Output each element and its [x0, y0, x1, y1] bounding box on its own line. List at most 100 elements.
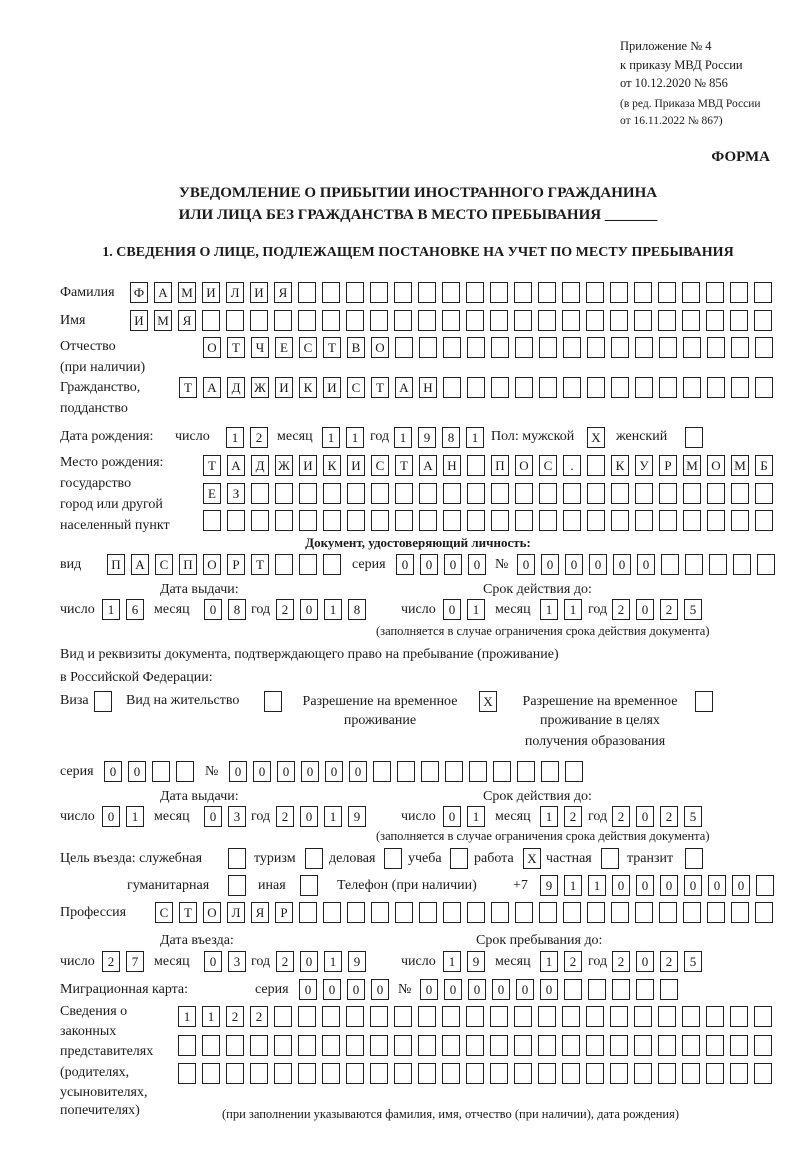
char-box[interactable]: [490, 1063, 508, 1084]
char-box[interactable]: [754, 1063, 772, 1084]
char-box[interactable]: 8: [228, 599, 246, 620]
char-box[interactable]: М: [731, 455, 749, 476]
char-box[interactable]: С: [155, 554, 173, 575]
char-box[interactable]: [659, 377, 677, 398]
char-box[interactable]: С: [371, 455, 389, 476]
char-box[interactable]: 5: [684, 806, 702, 827]
char-box[interactable]: [562, 282, 580, 303]
char-box[interactable]: [371, 510, 389, 531]
char-box[interactable]: [755, 510, 773, 531]
char-box[interactable]: 0: [253, 761, 271, 782]
char-box[interactable]: [346, 310, 364, 331]
char-box[interactable]: Ж: [275, 455, 293, 476]
char-box[interactable]: 0: [325, 761, 343, 782]
char-box[interactable]: [394, 1006, 412, 1027]
char-box[interactable]: [659, 902, 677, 923]
char-box[interactable]: О: [371, 337, 389, 358]
char-box[interactable]: [442, 282, 460, 303]
char-box[interactable]: [347, 510, 365, 531]
char-box[interactable]: [539, 337, 557, 358]
char-box[interactable]: [538, 1063, 556, 1084]
char-box[interactable]: [754, 310, 772, 331]
char-box[interactable]: [298, 1035, 316, 1056]
char-box[interactable]: [442, 1006, 460, 1027]
char-box[interactable]: Ч: [251, 337, 269, 358]
char-box[interactable]: 1: [466, 427, 484, 448]
char-box[interactable]: П: [179, 554, 197, 575]
char-box[interactable]: [659, 510, 677, 531]
char-box[interactable]: Т: [371, 377, 389, 398]
char-box[interactable]: 0: [517, 554, 535, 575]
char-box[interactable]: К: [611, 455, 629, 476]
char-box[interactable]: А: [419, 455, 437, 476]
char-box[interactable]: 0: [443, 599, 461, 620]
char-box[interactable]: [586, 1006, 604, 1027]
char-box[interactable]: [515, 510, 533, 531]
char-box[interactable]: [659, 337, 677, 358]
char-box[interactable]: [562, 310, 580, 331]
char-box[interactable]: 0: [396, 554, 414, 575]
char-box[interactable]: З: [227, 483, 245, 504]
char-box[interactable]: [419, 902, 437, 923]
char-box[interactable]: [586, 1063, 604, 1084]
char-box[interactable]: О: [707, 455, 725, 476]
char-box[interactable]: [491, 510, 509, 531]
char-box[interactable]: 8: [442, 427, 460, 448]
char-box[interactable]: [683, 510, 701, 531]
char-box[interactable]: 0: [349, 761, 367, 782]
char-box[interactable]: [298, 310, 316, 331]
char-box[interactable]: [563, 902, 581, 923]
char-box[interactable]: [755, 337, 773, 358]
char-box[interactable]: [322, 310, 340, 331]
char-box[interactable]: [517, 761, 535, 782]
char-box[interactable]: [587, 337, 605, 358]
char-box[interactable]: [635, 902, 653, 923]
char-box[interactable]: 0: [300, 599, 318, 620]
char-box[interactable]: [706, 310, 724, 331]
char-box[interactable]: 0: [541, 554, 559, 575]
char-box[interactable]: Б: [755, 455, 773, 476]
char-box[interactable]: 3: [228, 806, 246, 827]
char-box[interactable]: [395, 510, 413, 531]
char-box[interactable]: 1: [467, 806, 485, 827]
char-box[interactable]: [370, 282, 388, 303]
char-box[interactable]: 0: [204, 951, 222, 972]
char-box[interactable]: [347, 483, 365, 504]
char-box[interactable]: [178, 1063, 196, 1084]
char-box[interactable]: [538, 282, 556, 303]
char-box[interactable]: [634, 1006, 652, 1027]
char-box[interactable]: [178, 1035, 196, 1056]
char-box[interactable]: Я: [274, 282, 292, 303]
char-box[interactable]: 7: [126, 951, 144, 972]
char-box[interactable]: [636, 979, 654, 1000]
char-box[interactable]: [443, 377, 461, 398]
char-box[interactable]: [635, 510, 653, 531]
char-box[interactable]: Р: [227, 554, 245, 575]
char-box[interactable]: [442, 310, 460, 331]
char-box[interactable]: В: [347, 337, 365, 358]
char-box[interactable]: [611, 510, 629, 531]
char-box[interactable]: 0: [277, 761, 295, 782]
char-box[interactable]: [491, 483, 509, 504]
char-box[interactable]: 0: [371, 979, 389, 1000]
char-box[interactable]: [515, 902, 533, 923]
char-box[interactable]: [347, 902, 365, 923]
char-box[interactable]: [706, 282, 724, 303]
char-box[interactable]: [251, 483, 269, 504]
char-box[interactable]: [587, 483, 605, 504]
char-box[interactable]: 1: [394, 427, 412, 448]
char-box[interactable]: 0: [300, 951, 318, 972]
char-box[interactable]: [490, 310, 508, 331]
char-box[interactable]: [539, 902, 557, 923]
char-box[interactable]: 1: [178, 1006, 196, 1027]
char-box[interactable]: 0: [299, 979, 317, 1000]
char-box[interactable]: Т: [251, 554, 269, 575]
char-box[interactable]: [418, 310, 436, 331]
char-box[interactable]: [250, 310, 268, 331]
char-box[interactable]: [515, 377, 533, 398]
char-box[interactable]: 0: [660, 875, 678, 896]
char-box[interactable]: [250, 1035, 268, 1056]
char-box[interactable]: [538, 1006, 556, 1027]
char-box[interactable]: 2: [276, 951, 294, 972]
char-box[interactable]: [755, 377, 773, 398]
